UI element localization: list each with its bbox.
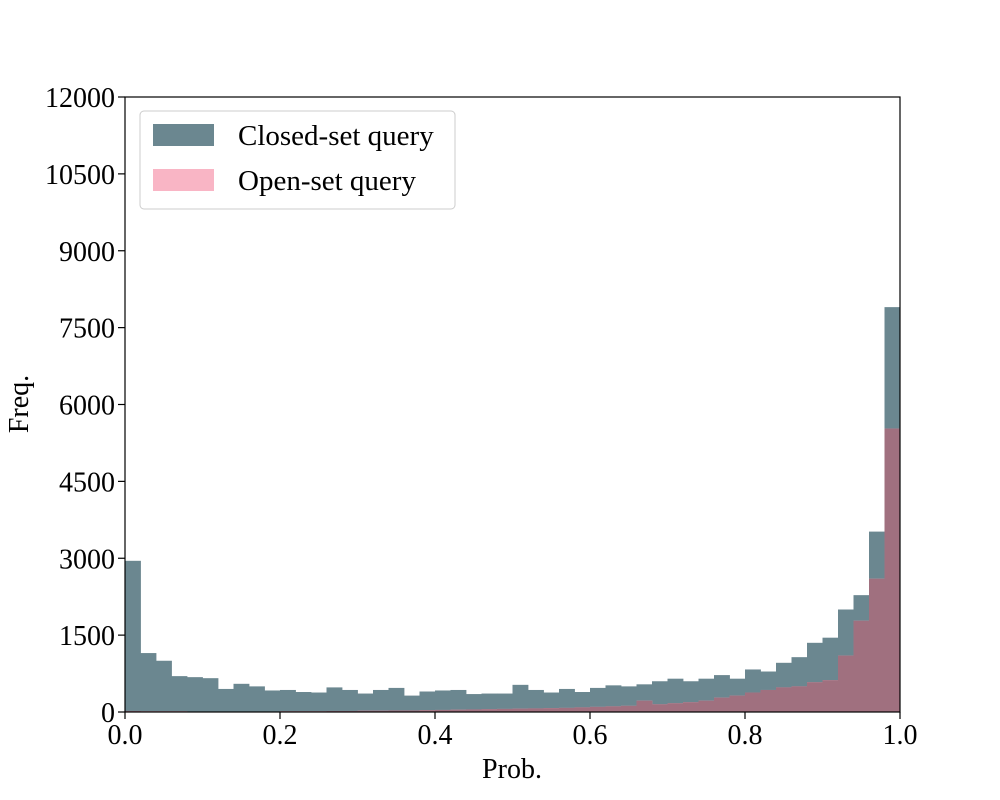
bar-overlap	[512, 708, 529, 712]
bar-overlap	[605, 706, 622, 712]
y-tick-label: 9000	[59, 237, 115, 268]
bar-closed-set	[466, 694, 482, 712]
bar-closed-set	[264, 690, 281, 712]
bar-overlap	[621, 705, 637, 712]
bar-closed-set	[342, 689, 358, 712]
bar-overlap	[481, 709, 498, 712]
bar-closed-set	[481, 693, 498, 712]
bar-closed-set	[280, 689, 296, 712]
y-tick-label: 0	[101, 698, 115, 729]
bar-overlap	[559, 707, 575, 712]
bar-closed-set	[202, 678, 219, 712]
bar-overlap	[884, 428, 901, 712]
bar-closed-set	[435, 690, 451, 712]
bar-overlap	[822, 680, 839, 712]
bar-overlap	[760, 689, 777, 712]
legend-swatch-open-set	[153, 169, 214, 191]
y-tick-label: 10500	[45, 160, 115, 191]
bar-overlap	[466, 709, 482, 712]
bar-overlap	[419, 710, 436, 712]
bar-overlap	[373, 710, 389, 712]
bar-closed-set	[528, 689, 544, 712]
x-tick-label: 0.6	[573, 720, 608, 751]
bar-overlap	[683, 702, 699, 712]
bar-closed-set	[187, 677, 203, 712]
bar-overlap	[698, 700, 715, 712]
y-tick-label: 4500	[59, 467, 115, 498]
x-tick-label: 0.4	[418, 720, 453, 751]
bar-closed-set	[233, 683, 250, 712]
bar-closed-set	[512, 684, 529, 712]
bar-closed-set	[543, 692, 560, 712]
bar-overlap	[652, 704, 668, 712]
bar-overlap	[853, 620, 870, 712]
y-axis-ticks: 0 1500 3000 4500 6000 7500 9000 10500 12000	[45, 83, 125, 729]
bar-closed-set	[125, 560, 141, 712]
bar-closed-set	[574, 692, 591, 712]
bar-overlap	[869, 578, 885, 712]
bar-overlap	[636, 700, 653, 712]
x-tick-label: 1.0	[883, 720, 918, 751]
bar-closed-set	[140, 653, 157, 712]
bar-overlap	[791, 686, 808, 712]
bar-overlap	[497, 708, 513, 712]
bar-closed-set	[605, 685, 622, 712]
bar-overlap	[388, 710, 405, 712]
bar-overlap	[745, 692, 761, 712]
bar-closed-set	[218, 688, 234, 712]
x-axis-ticks: 0.0 0.2 0.4 0.6 0.8 1.0	[108, 712, 918, 751]
bar-overlap	[574, 707, 591, 712]
legend: Closed-set query Open-set query	[139, 110, 456, 210]
bar-overlap	[404, 710, 420, 712]
bar-closed-set	[326, 687, 343, 712]
y-tick-label: 7500	[59, 314, 115, 345]
bar-closed-set	[388, 687, 405, 712]
y-tick-label: 6000	[59, 391, 115, 422]
bar-overlap	[838, 655, 854, 712]
bar-closed-set	[590, 687, 606, 712]
bar-closed-set	[295, 692, 312, 712]
bar-closed-set	[156, 660, 172, 712]
bar-overlap	[590, 706, 606, 712]
bar-overlap	[667, 703, 684, 712]
bar-closed-set	[404, 695, 420, 712]
x-tick-label: 0.8	[728, 720, 763, 751]
bar-closed-set	[621, 686, 637, 712]
x-axis-label: Prob.	[482, 754, 542, 785]
legend-label-open-set: Open-set query	[238, 165, 416, 197]
bar-overlap	[807, 682, 823, 712]
bar-overlap	[543, 708, 560, 712]
bar-closed-set	[171, 676, 188, 712]
legend-label-closed-set: Closed-set query	[238, 120, 434, 152]
bar-closed-set	[357, 693, 374, 712]
bar-closed-set	[450, 689, 467, 712]
bar-overlap	[528, 708, 544, 712]
bar-closed-set	[373, 689, 389, 712]
x-tick-label: 0.2	[263, 720, 298, 751]
y-tick-label: 1500	[59, 621, 115, 652]
bar-closed-set	[311, 692, 327, 712]
bar-overlap	[776, 687, 792, 712]
y-tick-label: 3000	[59, 544, 115, 575]
bar-overlap	[450, 709, 467, 712]
y-axis-label: Freq.	[4, 375, 35, 433]
bar-closed-set	[497, 693, 513, 712]
y-tick-label: 12000	[45, 83, 115, 114]
overlap-bars	[125, 428, 901, 712]
bar-closed-set	[419, 691, 436, 712]
legend-box	[139, 110, 456, 210]
bar-overlap	[357, 710, 374, 712]
bar-closed-set	[249, 686, 265, 712]
closed-set-bars	[125, 307, 901, 712]
bar-closed-set	[559, 688, 575, 712]
bar-overlap	[714, 697, 730, 712]
bar-overlap	[435, 709, 451, 712]
x-tick-label: 0.0	[108, 720, 143, 751]
legend-swatch-closed-set	[153, 124, 214, 146]
bar-overlap	[729, 695, 746, 712]
